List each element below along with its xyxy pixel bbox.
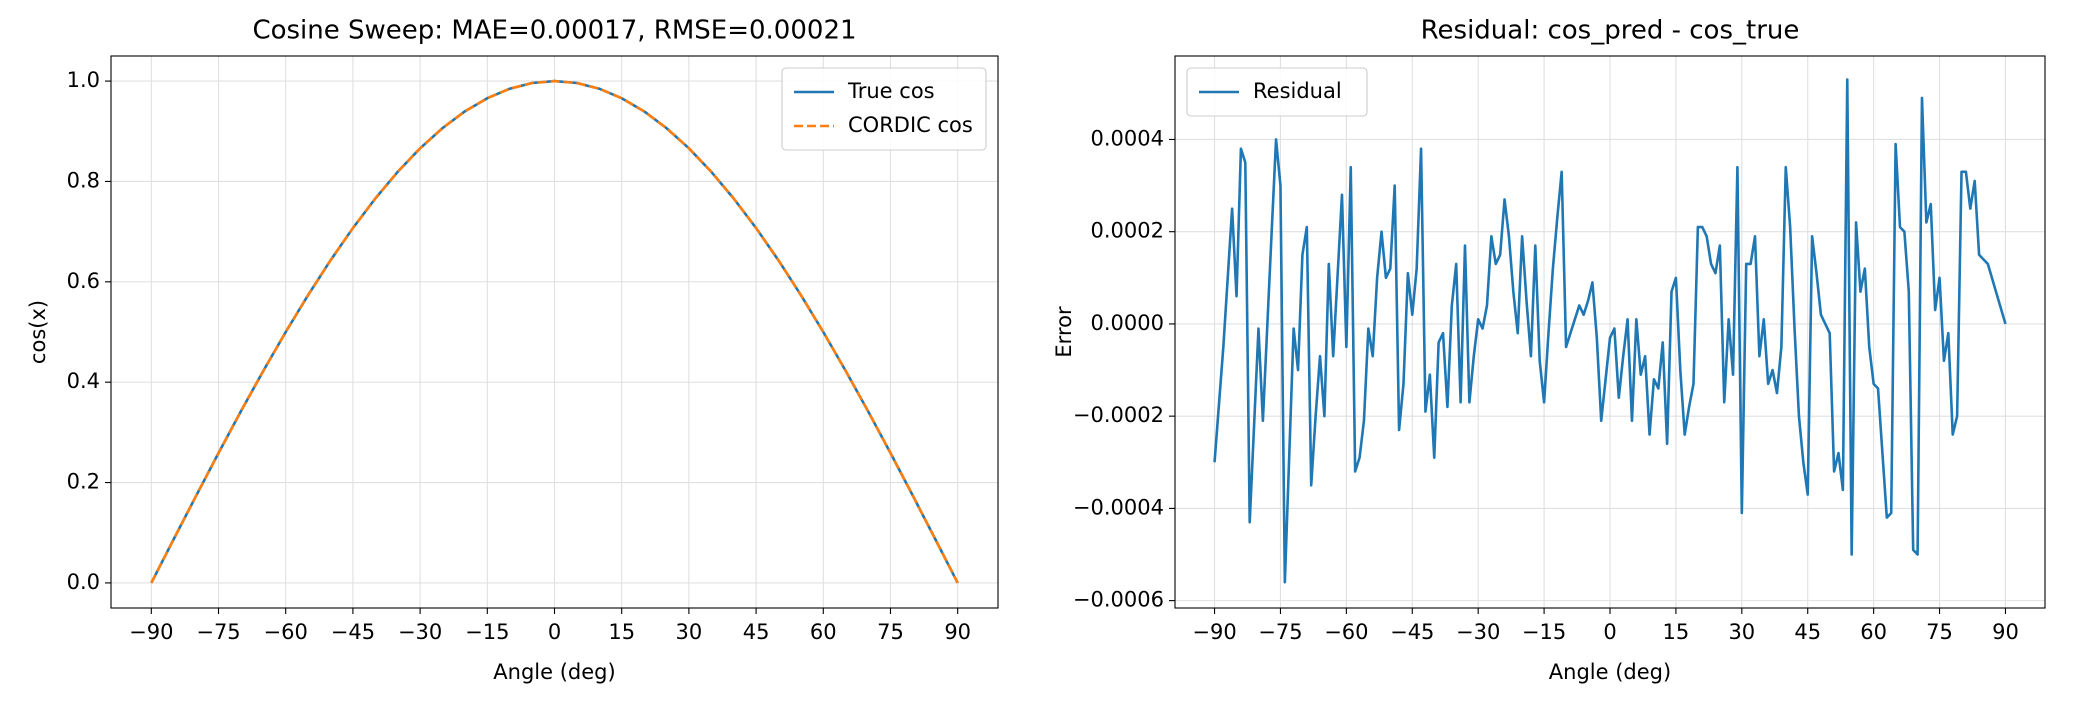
y-tick-label: 0.0 <box>67 570 100 594</box>
x-tick-label: 15 <box>608 620 635 644</box>
legend-label: True cos <box>847 79 935 103</box>
chart-title: Residual: cos_pred - cos_true <box>1421 16 1800 46</box>
plot: Cosine Sweep: MAE=0.00017, RMSE=0.00021 A… <box>26 16 999 684</box>
series-line <box>150 79 959 584</box>
y-tick-label: 0.6 <box>67 269 100 293</box>
axes-frame <box>110 55 999 609</box>
y-tick-label: 0.2 <box>67 470 100 494</box>
x-tick-label: −45 <box>1390 620 1434 644</box>
x-tick-label: 90 <box>944 620 971 644</box>
y-tick-label: −0.0006 <box>1073 588 1164 612</box>
x-tick-label: 75 <box>1926 620 1953 644</box>
x-tick-label: −60 <box>264 620 308 644</box>
x-axis-label: Angle (deg) <box>493 660 615 684</box>
y-tick-label: 0.4 <box>67 369 100 393</box>
legend-label: CORDIC cos <box>848 113 973 137</box>
legend-box <box>1186 67 1368 117</box>
y-tick-label: 0.8 <box>67 168 100 192</box>
x-tick-label: −15 <box>465 620 509 644</box>
y-axis-label: cos(x) <box>26 300 50 364</box>
x-tick-label: 15 <box>1663 620 1690 644</box>
x-tick-label: 0 <box>548 620 561 644</box>
x-tick-label: 60 <box>1860 620 1887 644</box>
x-tick-label: −60 <box>1324 620 1368 644</box>
x-tick-label: −30 <box>398 620 442 644</box>
legend-box <box>781 67 987 151</box>
x-tick-label: −90 <box>129 620 173 644</box>
x-tick-label: 90 <box>1992 620 2019 644</box>
x-tick-label: −90 <box>1192 620 1236 644</box>
y-tick-label: −0.0002 <box>1073 403 1164 427</box>
axes-frame <box>1174 55 2046 609</box>
x-tick-label: 45 <box>743 620 770 644</box>
y-tick-label: 0.0000 <box>1091 311 1164 335</box>
x-axis-label: Angle (deg) <box>1549 660 1671 684</box>
chart-title: Cosine Sweep: MAE=0.00017, RMSE=0.00021 <box>252 16 856 46</box>
x-tick-label: −45 <box>331 620 375 644</box>
legend-label: Residual <box>1253 79 1342 103</box>
x-tick-label: −75 <box>1258 620 1302 644</box>
x-tick-label: 60 <box>810 620 837 644</box>
plot: Residual: cos_pred - cos_true Angle (deg)… <box>1052 16 2046 684</box>
x-tick-label: 75 <box>877 620 904 644</box>
series-line <box>1213 78 2007 584</box>
x-tick-label: 30 <box>676 620 703 644</box>
y-tick-label: −0.0004 <box>1073 495 1164 519</box>
y-tick-label: 0.0002 <box>1091 219 1164 243</box>
x-tick-label: 30 <box>1728 620 1755 644</box>
x-tick-label: 0 <box>1603 620 1616 644</box>
x-tick-label: −15 <box>1522 620 1566 644</box>
y-tick-label: 0.0004 <box>1091 126 1164 150</box>
y-axis-label: Error <box>1052 306 1076 358</box>
x-tick-label: −30 <box>1456 620 1500 644</box>
x-tick-label: −75 <box>196 620 240 644</box>
x-tick-label: 45 <box>1794 620 1821 644</box>
y-tick-label: 1.0 <box>67 68 100 92</box>
